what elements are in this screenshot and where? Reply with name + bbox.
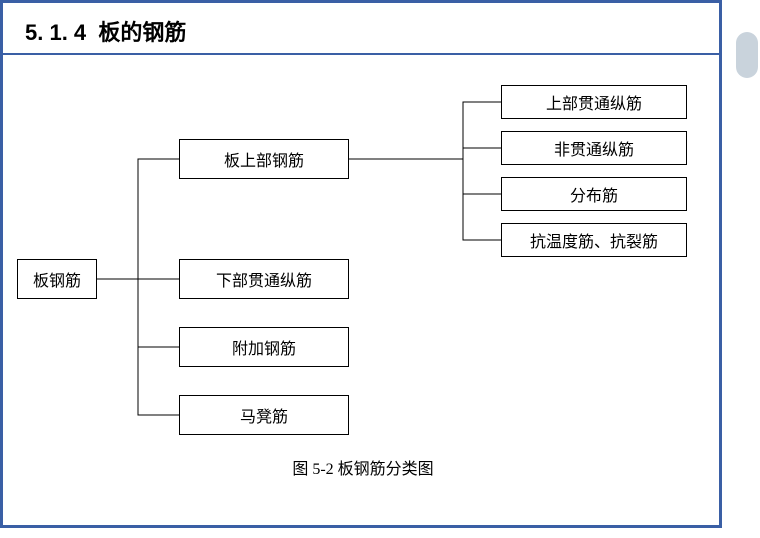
- edge-upper-leaf3: [349, 159, 501, 194]
- scrollbar-thumb[interactable]: [736, 32, 758, 78]
- edge-root-upper: [97, 159, 179, 279]
- node-leaf3: 分布筋: [501, 177, 687, 211]
- node-stool: 马凳筋: [179, 395, 349, 435]
- edge-upper-leaf1: [349, 102, 501, 159]
- section-title: 5. 1. 4 板的钢筋: [25, 15, 186, 47]
- node-root: 板钢筋: [17, 259, 97, 299]
- header-band: 5. 1. 4 板的钢筋: [3, 3, 719, 55]
- edge-upper-leaf4: [349, 159, 501, 240]
- diagram-area: 板钢筋 板上部钢筋 下部贯通纵筋 附加钢筋 马凳筋 上部贯通纵筋 非贯通纵筋 分…: [3, 57, 723, 527]
- node-lower: 下部贯通纵筋: [179, 259, 349, 299]
- page-wrap: 5. 1. 4 板的钢筋 板钢筋 板上部钢筋 下部贯通纵筋 附加钢筋 马凳筋 上…: [0, 0, 760, 538]
- node-leaf2: 非贯通纵筋: [501, 131, 687, 165]
- figure-caption: 图 5-2 板钢筋分类图: [3, 455, 723, 479]
- node-upper: 板上部钢筋: [179, 139, 349, 179]
- node-leaf1: 上部贯通纵筋: [501, 85, 687, 119]
- node-leaf4: 抗温度筋、抗裂筋: [501, 223, 687, 257]
- edge-root-stool: [97, 279, 179, 415]
- section-title-text: 板的钢筋: [98, 20, 186, 45]
- slide-frame: 5. 1. 4 板的钢筋 板钢筋 板上部钢筋 下部贯通纵筋 附加钢筋 马凳筋 上…: [0, 0, 722, 528]
- edge-root-addl: [97, 279, 179, 347]
- node-addl: 附加钢筋: [179, 327, 349, 367]
- section-number: 5. 1. 4: [25, 20, 86, 45]
- edge-upper-leaf2: [349, 148, 501, 159]
